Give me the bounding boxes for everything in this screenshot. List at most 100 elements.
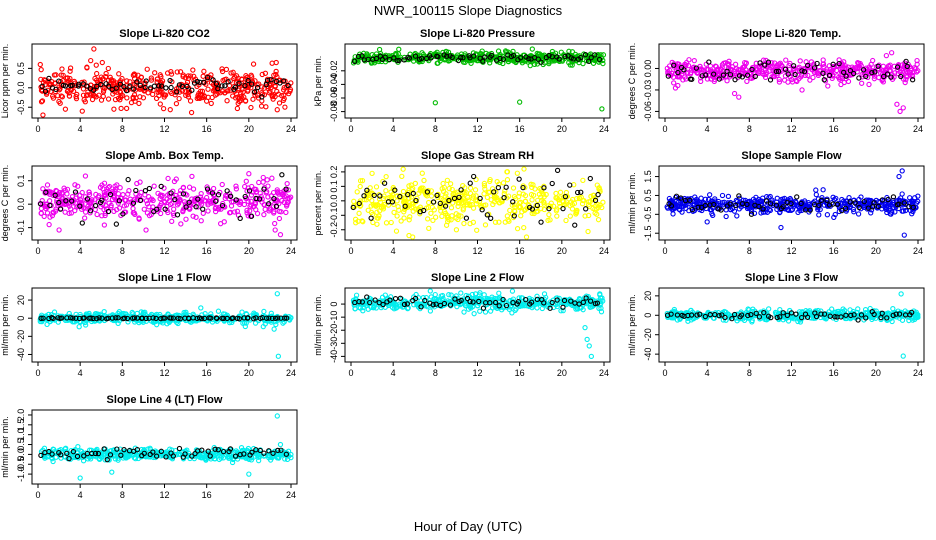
- data-point: [458, 290, 464, 296]
- all-series: [664, 291, 921, 359]
- data-point: [143, 227, 149, 233]
- data-point: [353, 220, 359, 226]
- data-point: [556, 56, 562, 62]
- data-point: [256, 196, 263, 202]
- data-point: [357, 198, 363, 204]
- data-point: [567, 213, 573, 219]
- x-tick-label: 20: [871, 124, 881, 134]
- y-axis-label: kPa per min.: [313, 56, 323, 107]
- x-tick-label: 16: [829, 368, 839, 378]
- data-point: [706, 59, 712, 65]
- x-tick-label: 4: [705, 246, 710, 256]
- data-point: [816, 212, 822, 218]
- data-point: [177, 187, 184, 194]
- data-point: [57, 206, 64, 212]
- data-point: [281, 193, 287, 200]
- data-point: [256, 179, 262, 186]
- data-point: [594, 52, 601, 58]
- y-tick-label: 20: [643, 291, 653, 301]
- data-point: [825, 83, 831, 89]
- data-point: [511, 193, 518, 200]
- x-tick-label: 12: [786, 246, 796, 256]
- data-point: [180, 185, 186, 191]
- data-point: [105, 208, 112, 215]
- data-point: [359, 178, 366, 184]
- x-tick-label: 16: [515, 124, 525, 134]
- x-tick-label: 12: [159, 246, 169, 256]
- data-point: [123, 105, 130, 112]
- data-point: [514, 226, 521, 232]
- data-point: [59, 94, 66, 100]
- data-point: [120, 211, 126, 217]
- data-point: [500, 56, 507, 62]
- y-axis-label: ml/min per min.: [313, 294, 323, 356]
- data-point: [101, 189, 107, 196]
- data-point: [841, 79, 847, 86]
- data-point: [53, 187, 59, 194]
- data-point: [813, 187, 819, 193]
- data-point: [112, 183, 118, 189]
- data-point: [171, 206, 177, 212]
- data-point: [467, 180, 473, 186]
- data-point: [196, 95, 202, 101]
- data-point: [744, 72, 751, 78]
- data-point: [356, 210, 362, 216]
- data-point: [240, 89, 246, 95]
- data-point: [89, 96, 96, 103]
- data-point: [693, 65, 700, 71]
- data-point: [178, 221, 184, 227]
- data-point: [743, 60, 749, 67]
- plot-frame: [658, 287, 925, 363]
- data-point: [535, 51, 542, 57]
- data-point: [239, 309, 245, 315]
- data-point: [215, 308, 222, 314]
- x-tick-label: 12: [786, 368, 796, 378]
- data-point: [259, 94, 265, 100]
- data-point: [664, 65, 670, 71]
- data-point: [281, 78, 287, 84]
- data-point: [680, 77, 686, 83]
- data-point: [399, 173, 405, 179]
- data-point: [783, 57, 789, 63]
- data-point: [391, 55, 397, 61]
- data-point: [180, 208, 186, 214]
- data-point: [250, 61, 257, 67]
- data-point: [285, 82, 291, 89]
- data-point: [166, 198, 173, 204]
- data-point: [259, 71, 265, 78]
- x-tick-label: 8: [120, 124, 125, 134]
- data-point: [752, 73, 758, 80]
- x-tick-label: 0: [348, 246, 353, 256]
- data-point: [122, 197, 128, 203]
- data-point: [870, 57, 876, 64]
- data-point: [58, 93, 65, 99]
- y-tick-label: -0.04: [329, 74, 339, 95]
- data-point: [811, 65, 818, 71]
- data-point: [587, 175, 593, 182]
- outlier-point: [453, 227, 460, 233]
- data-point: [888, 74, 894, 80]
- data-point: [198, 305, 204, 311]
- data-point: [732, 61, 739, 67]
- outlier-point: [495, 48, 502, 54]
- data-point: [383, 173, 389, 180]
- data-point: [432, 291, 438, 298]
- data-point: [204, 194, 210, 201]
- data-point: [872, 69, 878, 75]
- data-point: [46, 221, 52, 228]
- data-point: [394, 57, 400, 64]
- data-point: [388, 219, 394, 226]
- data-point: [857, 60, 863, 67]
- data-point: [127, 83, 133, 89]
- data-point: [136, 215, 142, 221]
- data-point: [435, 60, 441, 66]
- data-point: [398, 218, 404, 224]
- data-point: [671, 62, 677, 68]
- data-point: [165, 175, 171, 182]
- data-point: [228, 70, 234, 76]
- data-point: [201, 79, 207, 85]
- data-point: [216, 206, 222, 212]
- data-point: [426, 225, 432, 231]
- outlier-point: [704, 219, 710, 225]
- data-point: [182, 191, 189, 197]
